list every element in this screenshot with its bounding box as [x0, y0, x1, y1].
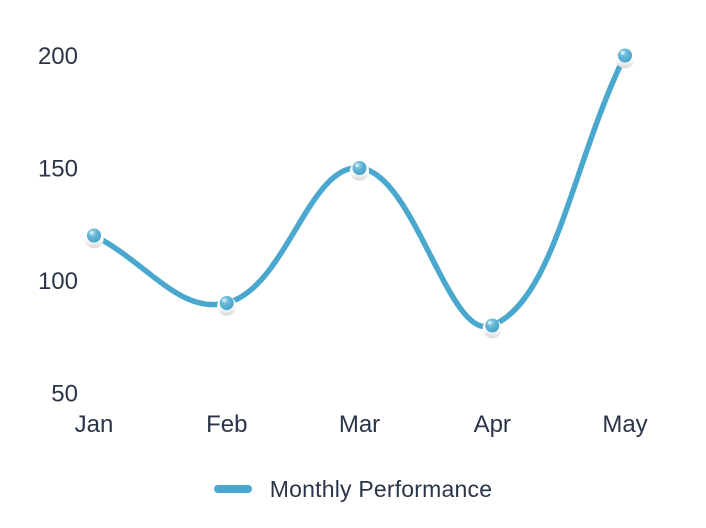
legend-label: Monthly Performance	[269, 475, 493, 502]
y-tick-label: 150	[38, 156, 78, 183]
x-axis-tick-labels: Jan Feb Mar Apr May	[75, 411, 648, 438]
series-line	[91, 52, 628, 330]
y-tick-label: 50	[51, 381, 78, 408]
legend-swatch	[213, 485, 252, 493]
data-point-jan[interactable]	[84, 228, 104, 249]
chart-legend[interactable]: Monthly Performance	[0, 476, 706, 502]
y-tick-label: 200	[38, 43, 78, 70]
data-point-mar[interactable]	[349, 161, 370, 181]
x-tick-label: Mar	[339, 411, 380, 438]
x-tick-label: Apr	[474, 411, 511, 438]
x-tick-label: Feb	[206, 411, 247, 438]
y-axis-tick-labels: 50 100 150 200	[38, 43, 78, 408]
data-point-may[interactable]	[615, 48, 635, 69]
data-points	[84, 48, 635, 339]
x-tick-label: May	[602, 411, 647, 438]
data-point-feb[interactable]	[217, 296, 237, 316]
data-point-apr[interactable]	[482, 318, 502, 339]
x-tick-label: Jan	[75, 411, 114, 438]
y-tick-label: 100	[38, 268, 78, 295]
